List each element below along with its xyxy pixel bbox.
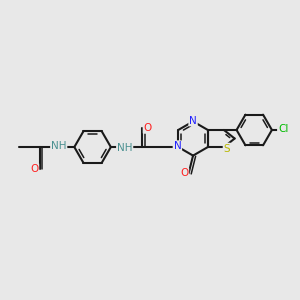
Text: S: S (224, 143, 230, 154)
Text: O: O (180, 168, 188, 178)
Text: NH: NH (117, 142, 132, 153)
Text: O: O (30, 164, 38, 174)
Text: NH: NH (51, 142, 67, 152)
Text: O: O (143, 123, 152, 133)
Text: N: N (189, 116, 197, 126)
Text: N: N (173, 141, 181, 151)
Text: Cl: Cl (278, 124, 288, 134)
